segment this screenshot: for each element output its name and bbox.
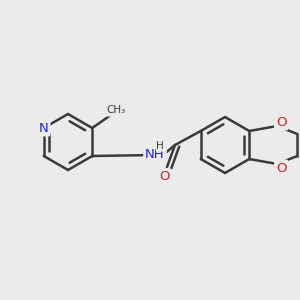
Text: O: O [160,170,170,184]
Text: O: O [276,161,286,175]
Text: O: O [276,116,286,128]
Text: NH: NH [145,148,165,161]
Text: CH₃: CH₃ [106,105,126,115]
Text: H: H [156,141,164,151]
Text: N: N [39,122,49,134]
